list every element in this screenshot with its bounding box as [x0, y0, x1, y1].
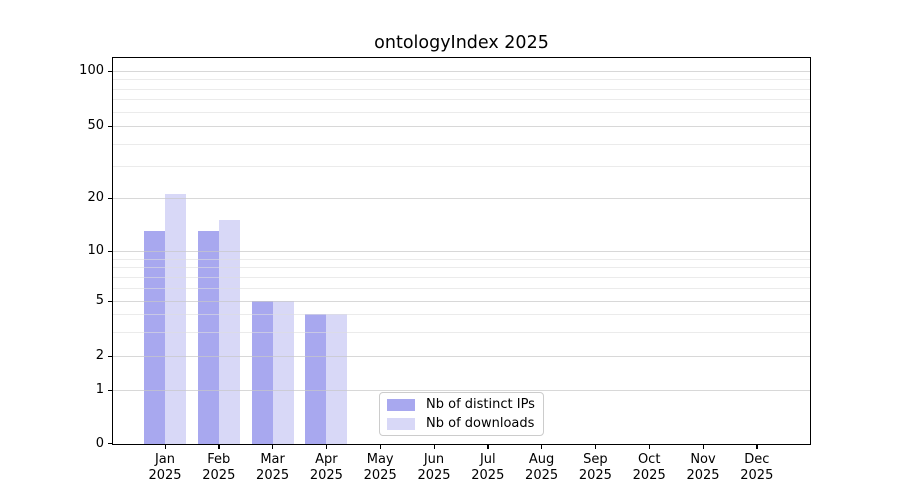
y-tick-mark: [108, 443, 113, 445]
bar-nb-of-downloads: [272, 301, 294, 444]
x-tick-label: Jan 2025: [134, 452, 196, 483]
x-tick-month: Jun: [423, 452, 445, 467]
minor-gridline: [113, 111, 810, 113]
bar-nb-of-distinct-ips: [251, 301, 273, 444]
x-tick-mark: [433, 444, 435, 449]
legend-label: Nb of distinct IPs: [426, 397, 535, 412]
plot-area: [112, 57, 811, 445]
y-tick-mark: [108, 355, 113, 357]
x-tick-month: Nov: [690, 452, 716, 467]
minor-gridline: [113, 99, 810, 101]
x-tick-year: 2025: [632, 467, 666, 483]
bar-nb-of-distinct-ips: [305, 314, 327, 444]
y-tick-label: 0: [95, 435, 104, 451]
x-tick-month: Feb: [207, 452, 231, 467]
y-tick-label: 2: [95, 348, 104, 363]
y-tick-label: 20: [87, 190, 104, 205]
minor-gridline: [113, 143, 810, 145]
x-tick-month: Dec: [744, 452, 770, 467]
x-tick-mark: [379, 444, 381, 449]
x-tick-year: 2025: [148, 467, 182, 483]
x-tick-mark: [325, 444, 328, 449]
y-tick-mark: [108, 300, 113, 302]
legend-swatch-nb-of-distinct-ips: [387, 398, 415, 411]
x-tick-year: 2025: [363, 467, 397, 483]
x-tick-month: Sep: [583, 452, 608, 467]
legend: Nb of distinct IPs Nb of downloads: [379, 392, 544, 436]
x-tick-mark: [541, 444, 543, 449]
x-tick-mark: [218, 444, 220, 449]
x-tick-year: 2025: [256, 467, 290, 483]
x-tick-month: Aug: [528, 452, 555, 467]
bar-nb-of-downloads: [165, 194, 186, 444]
legend-label: Nb of downloads: [426, 416, 535, 431]
x-tick-label: Aug 2025: [511, 452, 573, 483]
y-tick-mark: [108, 250, 113, 252]
x-tick-label: Dec 2025: [726, 452, 788, 483]
y-tick-label: 50: [87, 118, 104, 133]
x-tick-label: Nov 2025: [672, 452, 734, 483]
y-tick-mark: [108, 197, 113, 199]
chart-title: ontologyIndex 2025: [374, 33, 549, 53]
x-tick-month: Mar: [260, 452, 285, 467]
x-tick-month: Jul: [479, 452, 496, 467]
x-tick-year: 2025: [417, 467, 451, 483]
y-tick-label: 100: [79, 63, 104, 78]
x-tick-year: 2025: [578, 467, 612, 483]
x-tick-label: May 2025: [349, 452, 411, 483]
minor-gridline: [113, 88, 810, 90]
x-tick-label: Jul 2025: [457, 452, 519, 483]
legend-item: Nb of distinct IPs: [380, 397, 543, 412]
major-gridline: [113, 126, 810, 127]
x-tick-month: May: [366, 452, 394, 467]
minor-gridline: [113, 166, 810, 168]
bar-nb-of-downloads: [326, 314, 348, 444]
x-tick-mark: [487, 444, 489, 449]
x-tick-label: Sep 2025: [564, 452, 626, 483]
minor-gridline: [113, 79, 810, 81]
x-tick-mark: [648, 444, 650, 449]
legend-swatch-nb-of-downloads: [387, 417, 415, 430]
y-tick-mark: [108, 125, 113, 127]
x-tick-month: Jan: [154, 452, 176, 467]
x-tick-year: 2025: [202, 467, 236, 483]
major-gridline: [113, 71, 810, 72]
x-tick-mark: [164, 444, 166, 449]
major-gridline: [113, 198, 810, 199]
x-tick-month: Oct: [637, 452, 661, 467]
x-tick-mark: [702, 444, 704, 449]
x-tick-year: 2025: [686, 467, 720, 483]
x-tick-label: Feb 2025: [188, 452, 250, 483]
x-tick-year: 2025: [471, 467, 505, 483]
x-tick-mark: [272, 444, 274, 449]
x-tick-label: Mar 2025: [242, 452, 304, 483]
y-tick-mark: [108, 70, 113, 72]
x-tick-year: 2025: [525, 467, 559, 483]
x-tick-label: Apr 2025: [295, 452, 357, 483]
bar-nb-of-distinct-ips: [197, 230, 219, 444]
x-tick-year: 2025: [309, 467, 343, 483]
y-tick-label: 5: [95, 293, 104, 308]
x-tick-label: Jun 2025: [403, 452, 465, 483]
bar-nb-of-distinct-ips: [144, 230, 165, 444]
y-tick-mark: [108, 389, 113, 391]
x-tick-month: Apr: [315, 452, 338, 467]
bar-nb-of-downloads: [218, 219, 240, 444]
legend-item: Nb of downloads: [380, 416, 543, 431]
y-tick-label: 10: [87, 243, 104, 258]
x-tick-year: 2025: [740, 467, 774, 483]
x-tick-mark: [756, 444, 758, 449]
x-tick-label: Oct 2025: [618, 452, 680, 483]
x-tick-mark: [594, 444, 597, 449]
y-tick-label: 1: [95, 382, 104, 397]
